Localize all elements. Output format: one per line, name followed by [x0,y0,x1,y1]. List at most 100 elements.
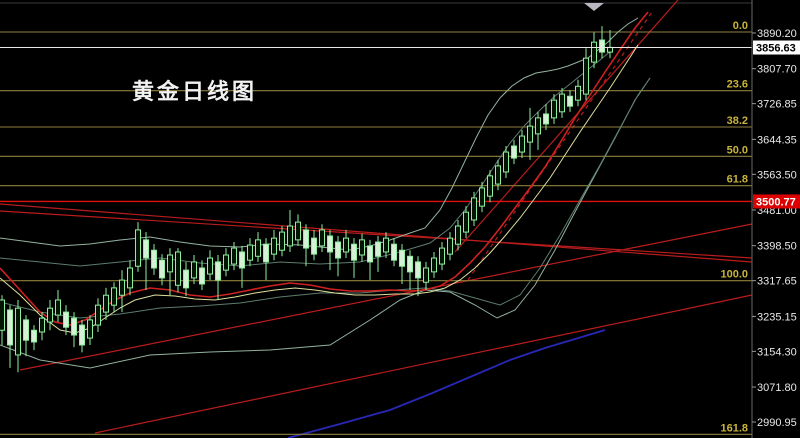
candle [423,267,429,283]
candle [575,85,581,101]
current-price-tag-label: 3856.63 [756,43,796,55]
axis-label[interactable]: 3726.85 [757,99,797,111]
candle [535,117,541,135]
candle [551,99,557,119]
candle [119,279,125,296]
candle [447,237,453,255]
candle [127,267,133,289]
candle [247,244,253,261]
axis-label[interactable]: 3317.65 [757,276,797,288]
trendline-ascending-main [19,223,753,371]
blue-ma-curve [287,329,606,438]
candle [255,239,261,257]
candle [159,259,165,279]
bollinger-upper-outer [0,17,639,251]
candle [479,187,485,207]
axis-label[interactable]: 3563.50 [757,169,797,181]
trendline-ascending-lower [94,294,753,434]
candle [47,307,53,323]
chart-title: 黄金日线图 [132,79,258,104]
candle [519,135,525,153]
fib-label-38.2: 38.2 [727,115,748,127]
axis-label[interactable]: 3398.50 [757,241,797,253]
candle [143,239,149,259]
candle [183,269,189,289]
axis-label[interactable]: 3154.30 [757,346,797,358]
candle [399,249,405,267]
candle [471,197,477,221]
bollinger-lower-inner [0,77,651,319]
axis-label[interactable]: 3890.20 [757,28,797,40]
fib-label-23.6: 23.6 [727,79,748,91]
ma-yellow [0,44,639,334]
candle [351,243,357,261]
candle [279,231,285,251]
candle [239,251,245,269]
current-price-tag [753,40,800,55]
candle [71,317,77,336]
candle [591,41,597,63]
candle [0,299,5,331]
candle [431,257,437,273]
alert-price-tag-label: 3500.77 [756,196,796,208]
candle [319,229,325,247]
candle [39,317,45,333]
fib-label-61.8: 61.8 [727,174,748,186]
candle [543,113,549,125]
candle [495,165,501,185]
candle [63,311,69,328]
candle [271,237,277,255]
candle [31,329,37,343]
axis-label[interactable]: 3807.70 [757,64,797,76]
axis-label[interactable]: 3071.80 [757,382,797,394]
candle [167,254,173,273]
axis-label[interactable]: 2990.95 [757,417,797,429]
candle [527,125,533,143]
candle [79,324,85,346]
candle [95,304,101,326]
axis-label[interactable]: 3235.15 [757,311,797,323]
candle [503,151,509,173]
axis-label[interactable]: 3644.35 [757,134,797,146]
candle [191,261,197,279]
alert-price-tag [753,194,800,209]
candle [207,257,213,275]
candle [559,93,565,113]
trendline-descending-inner [0,210,753,259]
candle [487,175,493,197]
candle [439,247,445,265]
current-bar-marker-icon[interactable] [584,3,604,11]
candle [223,254,229,271]
candle [87,319,93,339]
candle [23,319,29,341]
candle [287,225,293,247]
candle [15,307,21,356]
candle [7,309,13,346]
candle [199,267,205,285]
candle [327,235,333,253]
trendline-descending-upper [0,203,753,263]
candle [359,239,365,256]
candle [463,211,469,233]
trendline-steep-rally-dashed [467,11,653,281]
candle [607,46,613,53]
trendline-steep-rally [454,0,679,253]
candle [599,39,605,53]
fib-label-50.0: 50.0 [727,144,748,156]
candle [391,243,397,261]
candle [367,245,373,263]
candle [55,299,61,316]
candle [111,287,117,306]
candle [175,251,181,286]
candle [151,249,157,269]
candle [263,243,269,263]
fib-label-161.8: 161.8 [720,422,748,434]
fib-label-100.0: 100.0 [720,269,748,281]
candle [231,247,237,265]
candle [103,294,109,313]
candle [303,229,309,249]
candle [335,241,341,259]
candle [295,221,301,241]
candle [455,225,461,245]
